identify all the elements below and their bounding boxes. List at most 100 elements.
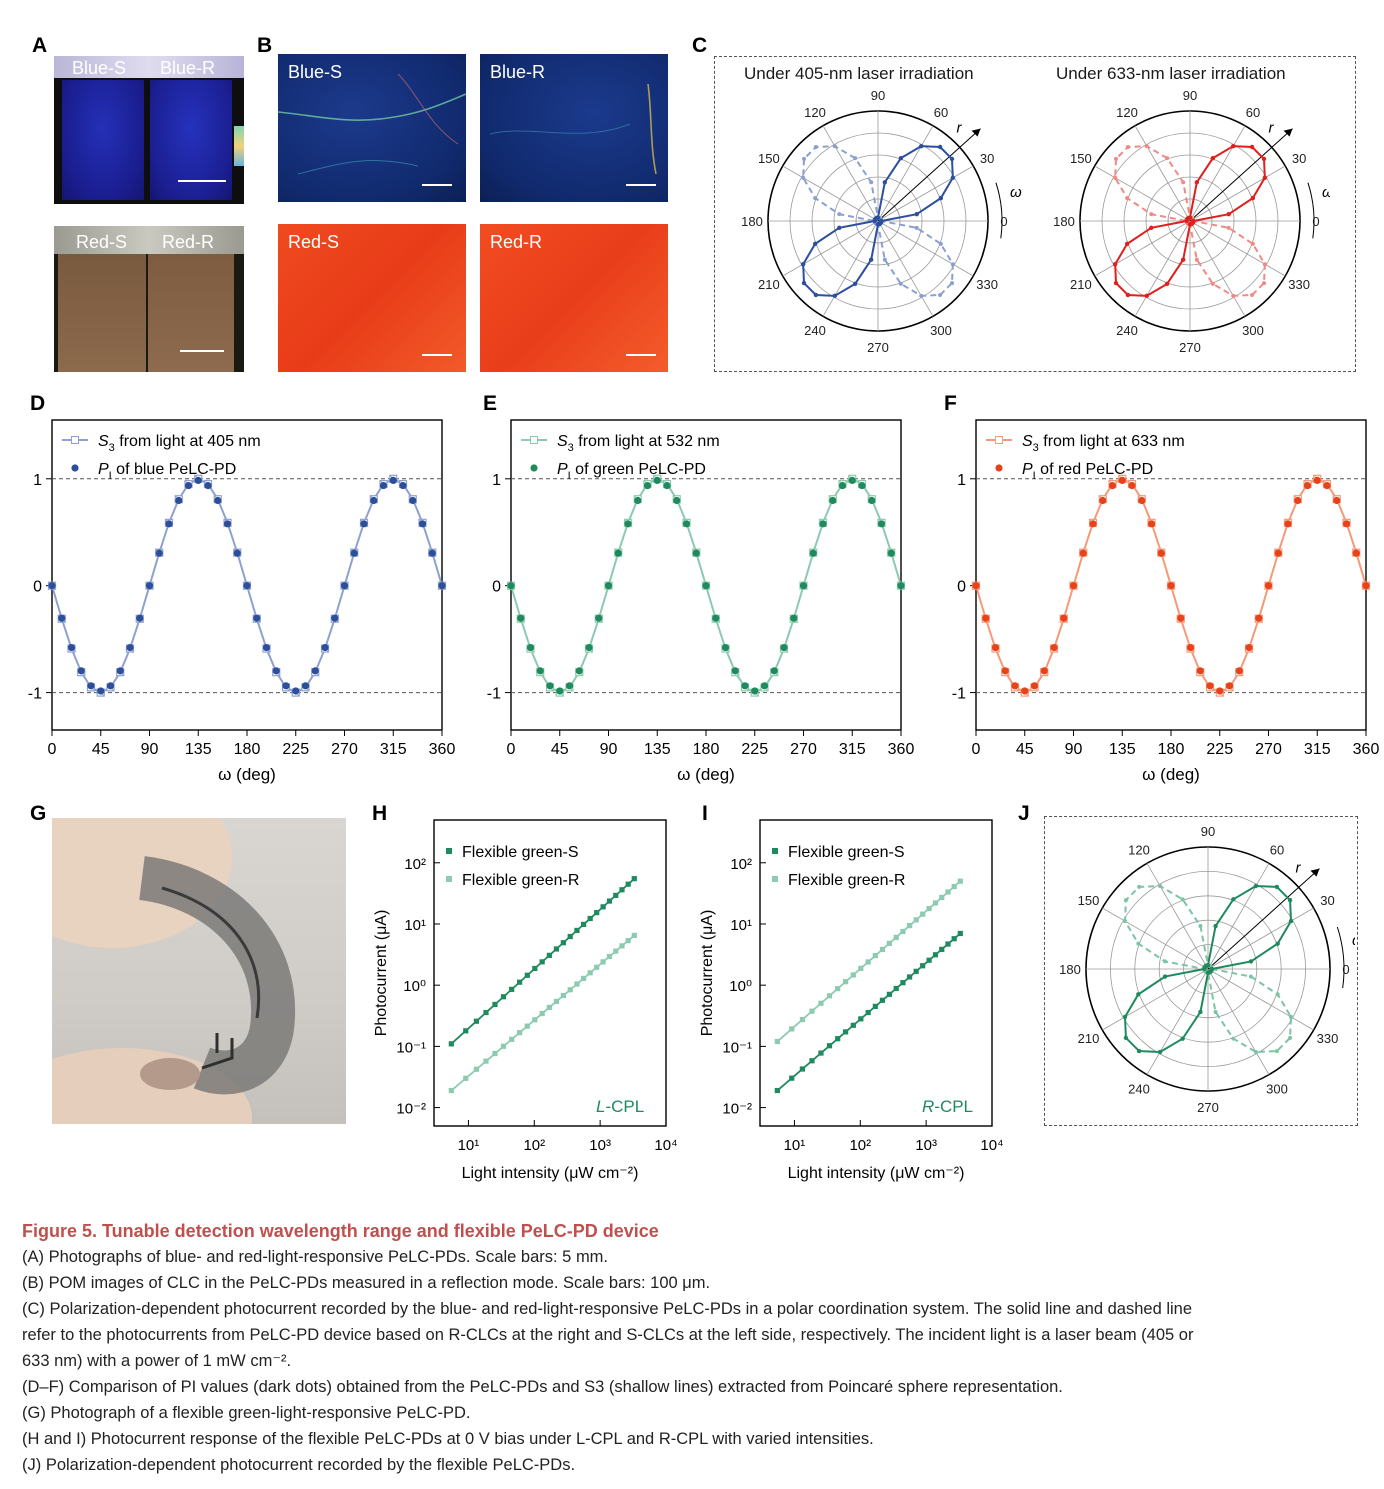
polar-grid-spoke <box>877 165 974 222</box>
scale-bar <box>422 184 452 186</box>
data-point <box>560 992 566 999</box>
polar-angle-label: 150 <box>1078 893 1100 908</box>
series-pi-point <box>194 476 202 484</box>
x-tick-label: 10⁴ <box>980 1137 1003 1154</box>
data-point <box>483 1058 489 1064</box>
x-tick-label: 45 <box>92 741 110 758</box>
legend-marker <box>995 436 1003 444</box>
petal-point <box>1158 884 1163 889</box>
polar-grid-spoke <box>1207 907 1314 970</box>
omega-arc-arrow <box>1307 182 1315 239</box>
petal-point <box>882 180 888 185</box>
petal-point <box>1113 175 1118 180</box>
data-point <box>879 997 886 1003</box>
x-tick-label: 10¹ <box>784 1137 806 1154</box>
series-pi-point <box>848 476 856 484</box>
y-axis-label: Photocurrent (μA) <box>373 910 390 1037</box>
series-pi-point <box>87 682 95 690</box>
chart-d: 0 45 90 135 180 225 270 315 360 -1 0 1 ω (deg) S3 fro… <box>28 419 455 784</box>
series-pi-point <box>1021 687 1029 695</box>
polar-angle-label: 180 <box>1059 962 1081 977</box>
petal-point <box>950 262 955 267</box>
data-point <box>517 979 523 985</box>
polar-grid-spoke <box>1207 968 1270 1075</box>
series-pi-point <box>858 481 866 490</box>
plot-frame <box>433 819 667 1127</box>
data-point <box>818 1050 824 1056</box>
pom-red-s: Red-S <box>278 224 466 372</box>
data-point <box>574 927 580 934</box>
petal-point <box>1137 884 1142 889</box>
polar-angle-label: 210 <box>1078 1031 1100 1046</box>
petal-point <box>1157 1049 1163 1055</box>
petal-point <box>801 156 806 161</box>
x-tick-label: 270 <box>331 741 358 758</box>
series-pi-point <box>360 520 368 528</box>
series-pi-point <box>1050 643 1058 652</box>
legend-label: Flexible green-S <box>788 844 905 861</box>
legend-marker <box>530 464 538 472</box>
series-pi-point <box>331 614 339 622</box>
petal-point <box>914 225 919 230</box>
series-pi-point <box>1157 549 1165 557</box>
petal-point <box>1136 1048 1142 1054</box>
series-pi-point <box>972 582 980 590</box>
series-pi-point <box>1235 667 1243 675</box>
data-point <box>463 1028 469 1034</box>
series-pi-point <box>233 549 241 557</box>
series-pi-point <box>877 520 886 528</box>
data-point <box>850 1022 856 1028</box>
data-point <box>600 959 606 965</box>
y-tick-label: 10² <box>404 856 426 873</box>
petal-point <box>938 195 944 201</box>
y-tick-label: 10⁰ <box>403 978 426 995</box>
data-point <box>539 1010 545 1017</box>
petal-point <box>1288 1014 1293 1019</box>
series-pi-point <box>770 667 778 675</box>
series-pi-point <box>702 582 710 590</box>
series-pi-point <box>634 496 642 505</box>
petal-point <box>837 212 842 217</box>
polar-angle-label: 330 <box>1317 1031 1339 1046</box>
polar-angle-label: 300 <box>930 323 952 338</box>
data-point <box>581 921 587 928</box>
series-pi-point <box>751 687 759 695</box>
data-point <box>517 1030 523 1036</box>
data-point <box>581 975 587 981</box>
polarization-annotation: R-CPL <box>922 1097 973 1116</box>
series-pi-point <box>624 520 632 528</box>
polar-angle-label: 270 <box>867 340 889 355</box>
polar-grid-spoke <box>877 125 934 222</box>
series-pi-point <box>409 496 417 505</box>
petal-point <box>1162 974 1168 979</box>
petal-point <box>800 262 806 267</box>
series-pi-point <box>77 667 85 675</box>
photo-red-devices: Red-S Red-R <box>54 226 244 372</box>
data-point <box>907 974 913 980</box>
data-point <box>509 986 515 992</box>
petal-point <box>919 293 924 298</box>
petal-point <box>1191 218 1196 224</box>
data-point <box>463 1075 469 1081</box>
petal-point <box>1198 924 1203 929</box>
petal-point <box>949 156 955 162</box>
petal-point <box>1122 1014 1128 1020</box>
x-tick-label: 180 <box>234 741 261 758</box>
caption-title: Figure 5. Tunable detection wavelength r… <box>22 1221 659 1241</box>
petal-point <box>1123 1035 1129 1041</box>
petal-point <box>1274 1049 1279 1054</box>
series-pi-point <box>1128 481 1136 490</box>
series-pi-point <box>155 549 163 557</box>
panel-label-j: J <box>1018 802 1030 825</box>
petal-point <box>1288 1035 1293 1040</box>
r-arrow-head <box>971 128 981 137</box>
polar-angle-label: 330 <box>1288 277 1310 292</box>
polar-angle-label: 60 <box>1270 842 1284 857</box>
data-point <box>473 1066 479 1072</box>
data-point <box>546 952 552 958</box>
pom-blue-s: Blue-S <box>278 54 466 202</box>
data-point <box>625 938 631 944</box>
y-tick-label: 10⁻² <box>722 1101 752 1118</box>
polar-grid-spoke <box>1094 220 1191 277</box>
polar-angle-label: 270 <box>1197 1100 1219 1115</box>
